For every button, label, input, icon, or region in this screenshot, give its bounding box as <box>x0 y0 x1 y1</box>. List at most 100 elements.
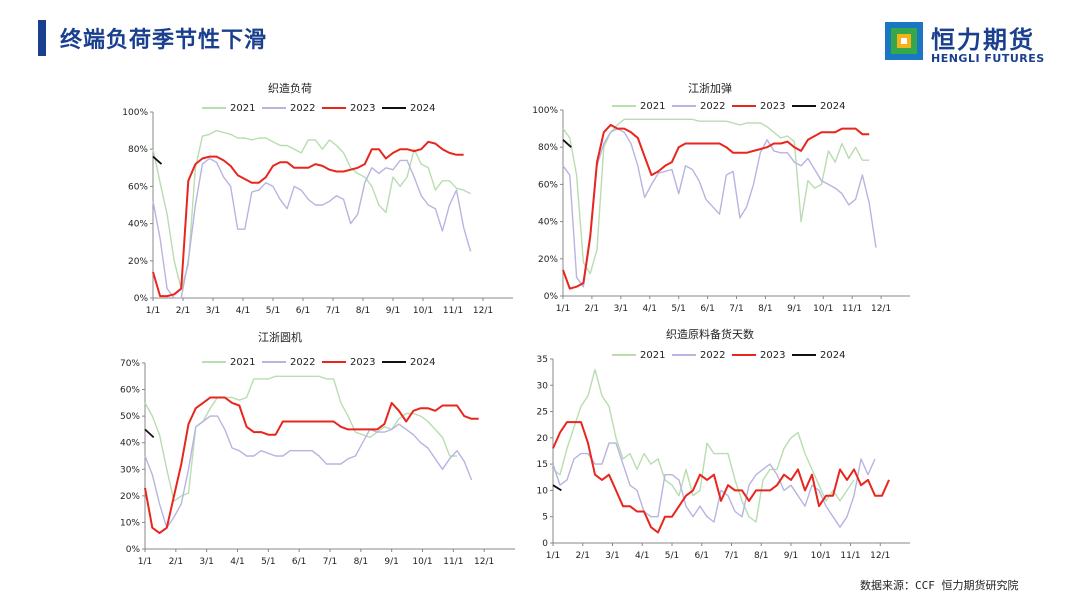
x-tick-label: 7/1 <box>326 306 340 316</box>
y-tick-label: 80% <box>538 143 558 153</box>
x-tick-label: 2/1 <box>169 557 183 567</box>
y-tick-label: 15 <box>537 460 548 470</box>
x-tick-label: 4/1 <box>236 306 250 316</box>
series-line-2022 <box>552 442 876 528</box>
chart-title: 织造原料备货天数 <box>666 327 754 341</box>
x-tick-label: 1/1 <box>146 306 160 316</box>
legend-label-2022: 2022 <box>700 101 725 112</box>
y-tick-label: 0% <box>126 545 141 555</box>
legend-label-2021: 2021 <box>640 101 665 112</box>
legend-label-2024: 2024 <box>410 357 435 368</box>
x-tick-label: 4/1 <box>643 304 657 314</box>
x-tick-label: 8/1 <box>754 551 768 561</box>
series-line-2024 <box>152 155 163 165</box>
legend-label-2023: 2023 <box>350 357 375 368</box>
x-tick-label: 11/1 <box>842 304 862 314</box>
legend-label-2021: 2021 <box>640 350 665 361</box>
y-tick-label: 20% <box>538 255 558 265</box>
y-tick-label: 25 <box>537 408 548 418</box>
x-tick-label: 6/1 <box>700 304 714 314</box>
series-line-2022 <box>562 127 877 288</box>
x-tick-label: 2/1 <box>585 304 599 314</box>
x-tick-label: 4/1 <box>635 551 649 561</box>
y-tick-label: 0% <box>134 294 149 304</box>
x-tick-label: 12/1 <box>474 557 494 567</box>
series-line-2022 <box>152 157 472 299</box>
series-line-2021 <box>562 118 870 275</box>
x-tick-label: 6/1 <box>296 306 310 316</box>
y-tick-label: 20% <box>128 257 148 267</box>
chart-weaving-load: 织造负荷 0% 20% 40% 60% 80% 100% 1/1 2/1 3/1 4/1 5/1 6/1… <box>122 81 513 316</box>
x-tick-label: 3/1 <box>199 557 213 567</box>
x-tick-label: 10/1 <box>813 304 833 314</box>
series-line-2023 <box>152 140 464 298</box>
x-tick-label: 9/1 <box>386 306 400 316</box>
logo-text-en: HENGLI FUTURES <box>931 52 1045 65</box>
x-tick-label: 5/1 <box>266 306 280 316</box>
y-tick-label: 100% <box>122 108 148 118</box>
legend-label-2023: 2023 <box>760 350 785 361</box>
chart-title: 江浙圆机 <box>258 330 302 344</box>
x-tick-label: 4/1 <box>230 557 244 567</box>
y-tick-label: 80% <box>128 145 148 155</box>
x-tick-label: 9/1 <box>784 551 798 561</box>
legend-label-2023: 2023 <box>350 103 375 114</box>
series-line-2023 <box>552 421 890 534</box>
x-tick-label: 2/1 <box>176 306 190 316</box>
x-tick-label: 3/1 <box>614 304 628 314</box>
x-tick-label: 9/1 <box>787 304 801 314</box>
x-tick-label: 8/1 <box>758 304 772 314</box>
y-tick-label: 30% <box>120 465 140 475</box>
y-tick-label: 10% <box>120 518 140 528</box>
x-tick-label: 5/1 <box>665 551 679 561</box>
y-tick-label: 50% <box>120 412 140 422</box>
x-tick-label: 11/1 <box>443 557 463 567</box>
y-tick-label: 40% <box>538 218 558 228</box>
series-line-2024 <box>552 484 562 492</box>
x-tick-label: 1/1 <box>556 304 570 314</box>
data-source-note: 数据来源：CCF 恒力期货研究院 <box>860 579 1019 592</box>
legend-label-2022: 2022 <box>290 103 315 114</box>
legend-label-2021: 2021 <box>230 103 255 114</box>
x-tick-label: 11/1 <box>443 306 463 316</box>
y-tick-label: 20 <box>537 434 549 444</box>
legend-label-2023: 2023 <box>760 101 785 112</box>
legend-label-2024: 2024 <box>820 101 845 112</box>
brand-logo: 恒力期货 HENGLI FUTURES <box>885 20 1060 70</box>
y-tick-label: 40% <box>120 439 140 449</box>
series-line-2021 <box>152 129 471 290</box>
x-tick-label: 7/1 <box>724 551 738 561</box>
legend-label-2021: 2021 <box>230 357 255 368</box>
x-tick-label: 3/1 <box>206 306 220 316</box>
y-tick-label: 70% <box>120 359 140 369</box>
chart-jiangzhe-circular-knitting: 江浙圆机 0% 10% 20% 30% 40% 50% 60% 70% 1/1 2/1 3/1 4/1 5… <box>120 330 515 567</box>
chart-title: 江浙加弹 <box>688 81 732 95</box>
chart-jiangzhe-texturing: 江浙加弹 0% 20% 40% 60% 80% 100% 1/1 2/1 3/1 4/1 5/1 6/1… <box>532 81 910 314</box>
y-tick-label: 60% <box>128 182 148 192</box>
x-tick-label: 12/1 <box>871 304 891 314</box>
title-accent-bar <box>38 20 46 56</box>
series-line-2024 <box>562 139 572 148</box>
chart-title: 织造负荷 <box>268 81 312 95</box>
page-title: 终端负荷季节性下滑 <box>60 28 268 53</box>
x-tick-label: 6/1 <box>695 551 709 561</box>
logo-mark-icon <box>885 22 923 60</box>
y-tick-label: 60% <box>538 180 558 190</box>
y-tick-label: 20% <box>120 492 140 502</box>
series-line-2023 <box>144 396 479 535</box>
x-tick-label: 12/1 <box>870 551 890 561</box>
x-tick-label: 9/1 <box>384 557 398 567</box>
x-tick-label: 3/1 <box>605 551 619 561</box>
x-tick-label: 5/1 <box>261 557 275 567</box>
legend-label-2022: 2022 <box>700 350 725 361</box>
x-tick-label: 8/1 <box>356 306 370 316</box>
y-tick-label: 0% <box>544 292 559 302</box>
y-tick-label: 10 <box>537 486 549 496</box>
series-line-2024 <box>144 428 155 439</box>
y-tick-label: 60% <box>120 386 140 396</box>
series-line-2021 <box>552 368 855 523</box>
legend-label-2024: 2024 <box>820 350 845 361</box>
chart-weaving-raw-material-days: 织造原料备货天数 0 5 10 15 20 25 30 35 1/1 2/1 3/1 4/1 5/1 6/1… <box>537 327 910 561</box>
y-tick-label: 100% <box>532 106 558 116</box>
y-tick-label: 40% <box>128 220 148 230</box>
